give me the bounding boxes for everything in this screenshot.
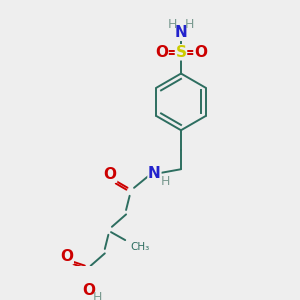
Text: O: O xyxy=(60,248,73,263)
Text: O: O xyxy=(155,45,168,60)
Text: H: H xyxy=(93,291,102,300)
Text: O: O xyxy=(194,45,207,60)
Text: H: H xyxy=(185,18,195,31)
Text: N: N xyxy=(148,166,161,181)
Text: N: N xyxy=(175,25,188,40)
Text: O: O xyxy=(82,283,95,298)
Text: S: S xyxy=(176,45,187,60)
Text: O: O xyxy=(103,167,117,182)
Text: H: H xyxy=(160,175,170,188)
Text: H: H xyxy=(167,18,177,31)
Text: CH₃: CH₃ xyxy=(130,242,150,252)
